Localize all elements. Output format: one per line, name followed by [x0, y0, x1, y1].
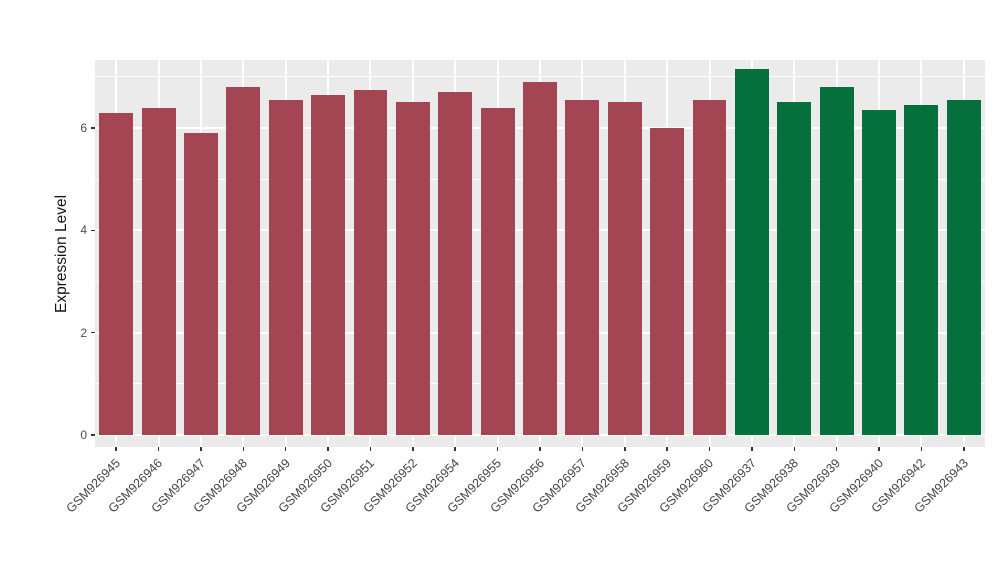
- x-tick-mark: [115, 447, 117, 451]
- x-tick-mark: [751, 447, 753, 451]
- bar-GSM926952: [395, 102, 430, 435]
- bar-GSM926956: [523, 81, 557, 435]
- bar-GSM926949: [268, 99, 303, 435]
- x-tick-mark: [581, 447, 584, 451]
- x-tick-mark: [200, 447, 202, 451]
- x-tick-mark: [496, 447, 499, 451]
- x-tick-mark: [666, 447, 668, 451]
- y-axis-title: Expression Level: [53, 194, 70, 313]
- plot-panel: [95, 60, 985, 447]
- bar-GSM926938: [777, 102, 812, 435]
- y-tick-mark: [91, 434, 95, 436]
- x-tick-mark: [369, 447, 372, 451]
- bar-GSM926955: [480, 107, 515, 435]
- bar-GSM926950: [311, 94, 346, 435]
- x-tick-mark: [242, 447, 245, 451]
- x-tick-mark: [454, 447, 456, 451]
- y-tick-label: 4: [80, 223, 87, 238]
- y-tick-mark: [91, 229, 95, 232]
- bar-GSM926940: [862, 110, 896, 435]
- y-tick-label: 0: [80, 428, 87, 442]
- bar-GSM926937: [734, 69, 769, 435]
- bar-GSM926942: [904, 105, 939, 435]
- x-tick-mark: [539, 447, 541, 451]
- x-tick-mark: [793, 447, 796, 451]
- y-tick-mark: [91, 331, 95, 334]
- x-tick-mark: [157, 447, 160, 451]
- bar-GSM926939: [819, 87, 854, 435]
- x-tick-mark: [835, 447, 838, 451]
- y-tick-label: 2: [80, 325, 87, 340]
- bar-GSM926947: [184, 133, 218, 435]
- bar-GSM926954: [438, 92, 473, 435]
- bar-GSM926958: [607, 102, 642, 435]
- bar-GSM926960: [692, 99, 727, 435]
- x-tick-mark: [327, 447, 329, 451]
- x-tick-mark: [284, 447, 287, 451]
- x-tick-mark: [963, 447, 965, 451]
- y-tick-label: 6: [80, 121, 87, 136]
- bar-GSM926943: [946, 99, 981, 435]
- bar-GSM926946: [141, 107, 176, 435]
- bar-GSM926951: [353, 89, 388, 435]
- x-tick-mark: [878, 447, 880, 451]
- bar-GSM926957: [565, 99, 600, 435]
- bar-GSM926959: [650, 128, 685, 435]
- x-tick-mark: [624, 447, 626, 451]
- bar-GSM926945: [99, 112, 134, 435]
- y-tick-mark: [91, 127, 95, 129]
- x-tick-mark: [412, 447, 414, 451]
- bar-GSM926948: [226, 87, 261, 435]
- x-tick-mark: [708, 447, 711, 451]
- x-tick-mark: [920, 447, 923, 451]
